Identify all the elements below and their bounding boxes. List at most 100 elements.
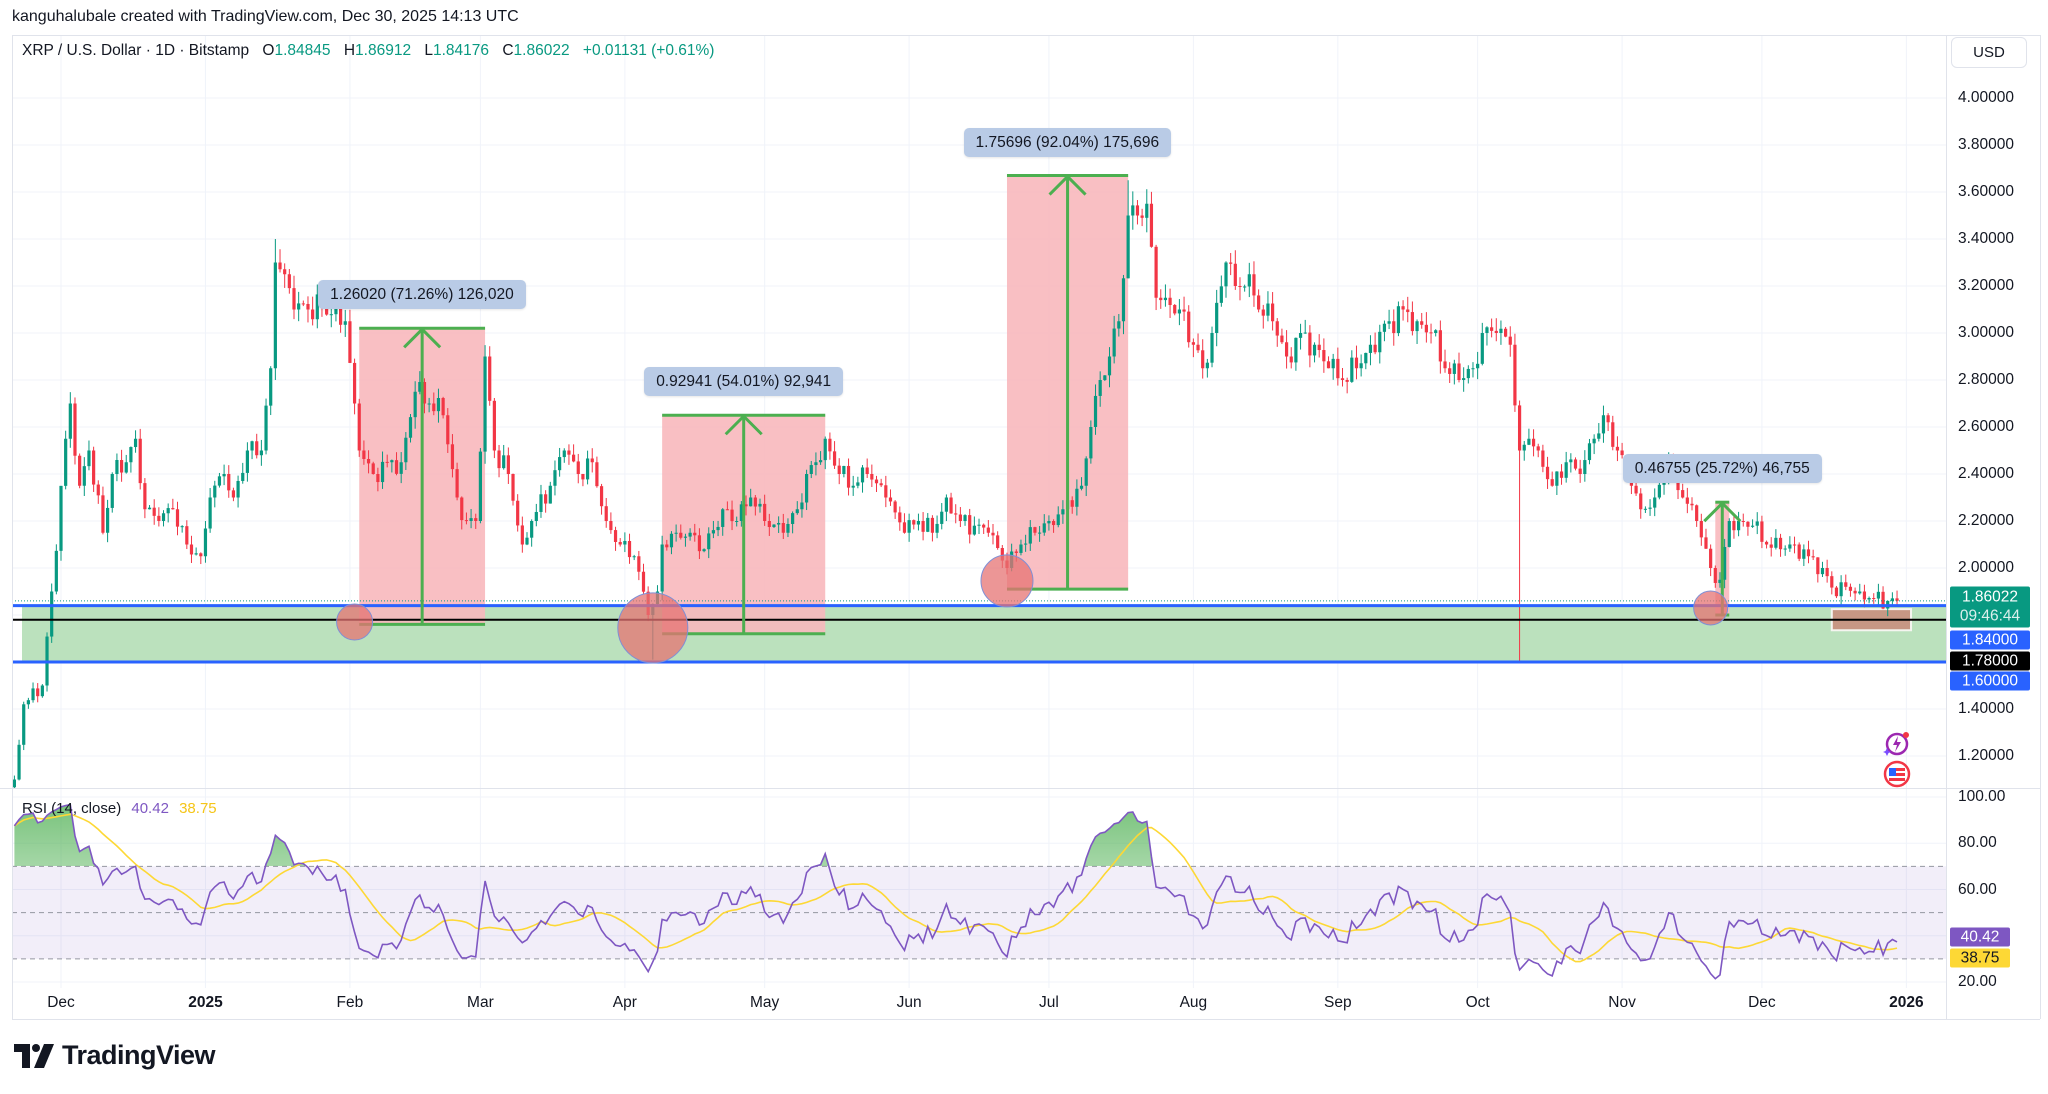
symbol-legend[interactable]: XRP / U.S. Dollar · 1D · Bitstamp O1.848… [22,42,714,60]
candle-body [581,474,585,480]
measurement-arrow-head-icon[interactable] [724,414,763,436]
candle-body [283,269,287,275]
candle-body [157,515,161,521]
circle-marker[interactable] [336,603,374,641]
candle-body [1182,309,1186,312]
candle-body [133,438,138,448]
candle-body [567,450,571,455]
candle-body [227,474,231,491]
measurement-lines[interactable] [359,174,1742,636]
candle-body [697,535,702,552]
rsi-tick-label: 60.00 [1958,880,1997,898]
candle-body [1862,591,1867,600]
candle-body [1522,444,1526,451]
lightning-alert-icon[interactable] [1882,730,1910,758]
circle-marker[interactable] [617,592,689,664]
rsi-tick-label: 80.00 [1958,834,1997,852]
time-tick-label: 2026 [1889,994,1924,1011]
candle-body [255,441,259,456]
measurement-arrow-head-icon[interactable] [1048,174,1087,196]
candle-body [902,522,907,533]
tradingview-logo[interactable]: TradingView [14,1040,216,1071]
candle-body [1769,544,1773,548]
candle-body [213,485,217,498]
candle-body [553,470,557,486]
measurement-arrow-head-icon[interactable] [1703,501,1742,523]
candle-body [101,495,105,533]
candle-body [1317,344,1321,351]
candle-body [1531,438,1536,447]
candle-body [96,484,100,496]
candle-body [1340,378,1345,380]
candle-body [874,479,879,484]
candle-body [278,262,282,270]
candle-body [1760,521,1764,542]
candle-body [1452,363,1456,374]
circle-marker[interactable] [980,554,1034,608]
candle-body [1149,203,1154,247]
candle-body [1834,587,1839,597]
candle-body [800,502,804,510]
candle-body [1541,450,1545,467]
tradingview-wordmark: TradingView [62,1040,216,1070]
candle-body [1056,514,1060,526]
candle-body [1448,368,1452,374]
candle-body [36,688,40,697]
candle-body [968,515,972,535]
measurement-arrow-head-icon[interactable] [403,327,442,349]
candle-body [1704,537,1708,549]
price-tick-label: 4.00000 [1958,89,2015,106]
open-label: O [262,42,275,59]
candle-body [455,469,459,498]
rsi-value-badge: 40.42 [1950,927,2010,947]
candle-body [753,497,757,507]
price-tick-label: 2.20000 [1958,512,2015,529]
circle-marker[interactable] [1693,590,1729,626]
price-tick-label: 2.40000 [1958,465,2015,482]
candle-body [781,523,785,533]
candle-body [1331,358,1335,369]
candle-body [259,450,263,456]
candle-body [758,503,762,507]
candle-body [73,403,77,456]
candle-body [1042,523,1046,533]
candle-body [511,474,515,501]
candle-body [1336,358,1340,379]
candle-body [1261,309,1265,316]
candle-body [926,517,930,532]
candle-body [599,486,604,507]
candle-body [558,457,562,471]
candle-body [860,467,865,483]
candle-body [1038,532,1042,534]
symbol-title[interactable]: XRP / U.S. Dollar · 1D · Bitstamp [22,42,250,59]
candle-body [1303,332,1307,334]
candle-body [171,508,175,510]
candle-body [1476,363,1480,369]
candle-body [1709,548,1713,568]
circle-markers[interactable] [336,554,1729,664]
rsi-legend[interactable]: RSI (14, close) 40.42 38.75 [22,800,217,817]
candle-body [1117,321,1121,329]
price-tick-label: 2.80000 [1958,371,2015,388]
candle-body [1084,458,1088,486]
horizontal-levels[interactable] [12,600,1946,664]
candle-body [1806,549,1811,557]
candle-body [1364,352,1368,364]
candle-body [1382,323,1387,332]
candle-body [432,403,436,412]
candle-body [879,483,883,486]
candle-body [1699,521,1703,538]
candle-body [1504,328,1508,337]
currency-button[interactable]: USD [1951,37,2027,68]
us-flag-economic-events-icon[interactable] [1883,760,1911,788]
candle-body [767,521,771,528]
candle-body [749,497,753,507]
candle-body [115,459,119,474]
measurement-label: 0.46755 (25.72%) 46,755 [1622,454,1822,484]
candle-body [492,400,496,451]
candle-body [1513,344,1517,406]
candle-body [497,450,501,469]
candle-body [222,474,226,477]
candle-body [982,524,986,528]
